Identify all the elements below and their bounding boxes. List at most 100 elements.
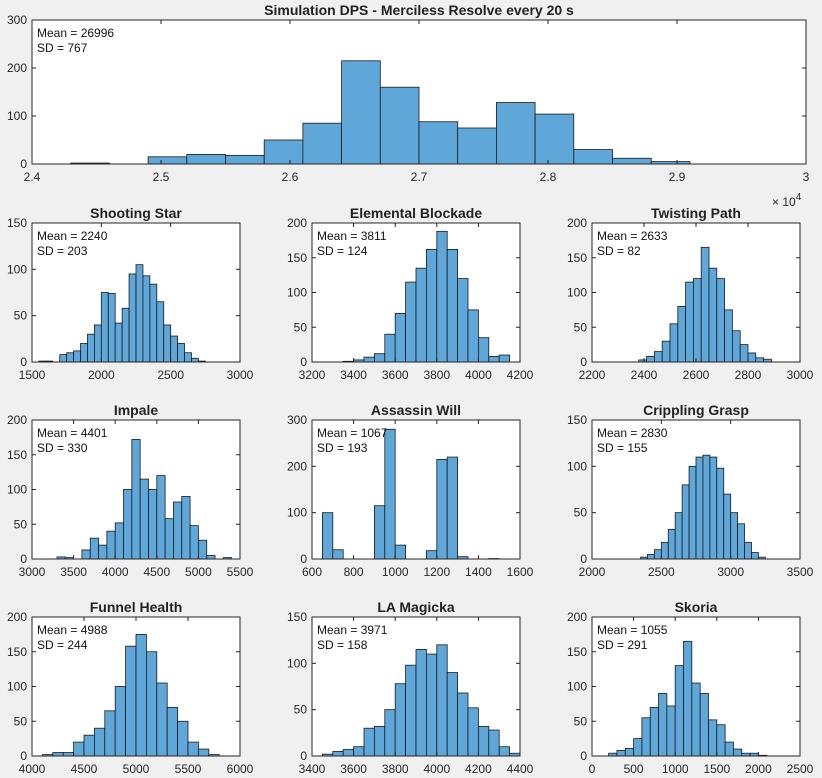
x-tick-label: 2500 [787,762,814,776]
histogram-bar [73,350,81,363]
histogram-bar [321,512,334,560]
histogram-bar [674,665,684,757]
histogram-bar [52,752,64,757]
histogram-bar [730,512,739,560]
histogram-bar [488,356,500,363]
histogram-bar [363,727,375,757]
histogram-panel-9: 0 500 1000 1500 2000 2500 0 50 100 150 200 Skoria Me… [567,599,814,776]
histogram-bar [164,518,174,560]
x-tick-label: 4500 [143,565,170,579]
histogram-bar [683,640,693,757]
histogram-bar [633,738,643,757]
histogram-bar [700,246,710,363]
x-tick-label: 2.6 [282,170,299,184]
x-tick-label: 5500 [175,762,202,776]
histogram-bar [104,710,116,757]
histogram-bar [691,682,701,757]
histogram-bar [446,456,459,560]
histogram-panel-1: 1500 2000 2500 3000 0 50 100 150 Shooting Star Me… [7,205,254,382]
histogram-bar [709,456,718,560]
x-tick-label: 3500 [787,565,814,579]
histogram-bar [415,649,427,757]
histogram-bar [688,465,697,560]
histogram-bar [699,693,709,757]
sd-annotation: SD = 203 [37,244,88,258]
x-tick-label: 3400 [299,762,326,776]
x-tick-label: 3000 [19,565,46,579]
histogram-bar [616,750,626,757]
histogram-bar [123,489,133,560]
x-axis-exponent: × 104 [772,192,802,209]
histogram-bar [166,706,178,757]
histogram-bar [681,484,690,560]
histogram-bar [436,644,448,757]
sd-annotation: SD = 82 [597,244,641,258]
histogram-bar [751,552,759,560]
y-tick-label: 50 [574,320,588,334]
histogram-panel-2: 3200 3400 3600 3800 4000 4200 0 50 100 150 200 Elem… [287,205,534,382]
histogram-bar [177,343,185,363]
histogram-bar [225,154,265,165]
histogram-bar [114,686,126,757]
histogram-bar [139,478,149,560]
histogram-bar [106,530,116,560]
y-tick-label: 100 [7,680,27,694]
x-tick-label: 1500 [703,762,730,776]
histogram-bar [341,60,381,165]
histogram-bar [457,127,497,165]
histogram-bar [177,720,189,757]
histogram-bar [394,683,407,757]
x-tick-label: 4000 [102,565,129,579]
histogram-bar [732,330,741,363]
histogram-bar [128,273,137,363]
x-tick-label: 3500 [60,565,87,579]
histogram-bar [384,428,396,560]
histogram-bar [425,653,438,757]
mean-annotation: Mean = 2633 [597,229,668,243]
histogram-bar [184,352,192,363]
x-tick-label: 3000 [787,368,814,382]
histogram-bar [363,356,375,363]
histogram-bar [114,522,124,560]
mean-annotation: Mean = 1067 [317,426,388,440]
y-tick-label: 100 [287,286,307,300]
x-tick-label: 3000 [227,368,254,382]
histogram-bar [263,139,304,165]
y-tick-label: 0 [300,355,307,369]
histogram-bar [747,352,757,363]
x-tick-label: 3800 [423,368,450,382]
sd-annotation: SD = 155 [597,441,648,455]
histogram-bar [425,249,438,363]
histogram-bar [156,301,165,363]
histogram-bar [187,741,199,757]
histogram-bar [405,281,417,363]
y-tick-label: 50 [574,506,588,520]
histogram-bar [498,354,511,363]
axes-frame [31,222,241,363]
histogram-bar [148,489,158,560]
x-tick-label: 3600 [382,368,409,382]
histogram-bar [332,549,344,560]
y-tick-label: 200 [287,459,307,473]
chart-title: Simulation DPS - Merciless Resolve every… [264,2,574,18]
y-tick-label: 150 [567,413,587,427]
histogram-bar [373,505,386,560]
chart-title: Shooting Star [90,205,182,221]
y-tick-label: 150 [7,645,27,659]
x-tick-label: 5000 [185,565,212,579]
histogram-bar [495,102,536,165]
histogram-bar [457,278,469,363]
histogram-bar [739,344,749,363]
axes-frame [591,419,801,560]
histogram-bar [66,352,74,363]
histogram-bar [415,267,427,363]
histogram-bar [114,322,123,363]
histogram-bar [677,305,686,363]
axes-background [311,419,521,560]
histogram-bar [142,275,151,363]
histogram-bar [446,249,459,363]
histogram-bar [206,555,216,560]
histogram-bar [156,475,166,560]
y-tick-label: 0 [20,157,27,171]
histogram-bar [89,537,99,560]
